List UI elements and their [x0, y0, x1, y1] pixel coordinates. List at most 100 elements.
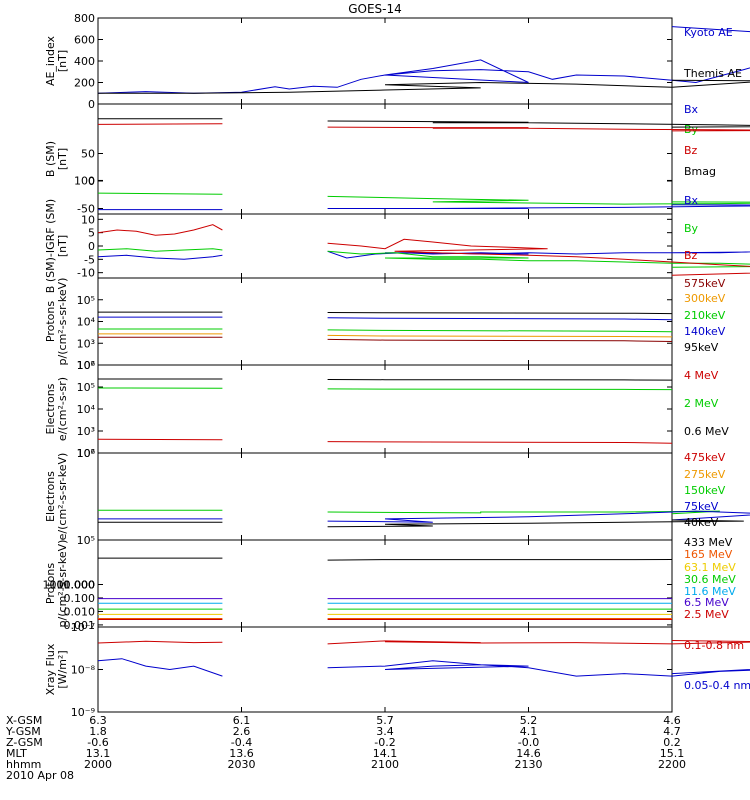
y-tick-label: -50	[77, 203, 95, 216]
ephemeris-value: 0.2	[663, 736, 681, 749]
series-line-by	[327, 195, 750, 205]
y-tick-label: -10	[77, 267, 95, 280]
y-tick-label: 800	[74, 12, 95, 25]
y-tick-label: 10.000	[57, 578, 96, 591]
panel-xray: 10⁻⁹ 10⁻⁸ 10⁻⁷ Xray Flux [W/m²] 0.1-0.8 nm 0.0…	[44, 621, 750, 719]
legend-entry: Bmag	[684, 165, 716, 178]
legend-entry: Bx	[684, 194, 699, 207]
ephemeris-label: X-GSM	[6, 714, 42, 727]
series-line-0-1-0-8-nm	[97, 640, 223, 644]
legend-entry: 30.6 MeV	[684, 573, 736, 586]
ephemeris-value: 14.1	[373, 747, 398, 760]
legend-entry: Bz	[684, 144, 698, 157]
y-tick-label: 10	[81, 213, 95, 226]
legend-entry: 433 MeV	[684, 536, 733, 549]
legend-entry: 95keV	[684, 341, 719, 354]
legend-entry: 2.5 MeV	[684, 608, 729, 621]
ephemeris-value: -0.0	[518, 736, 539, 749]
ephemeris-value: 2200	[658, 758, 686, 771]
ephemeris-value: 4.1	[520, 725, 538, 738]
ephemeris-value: 14.6	[516, 747, 541, 760]
ephemeris-label: Y-GSM	[5, 725, 41, 738]
y-axis-label: e/(cm²-s-sr-keV)	[56, 453, 69, 541]
ephemeris-value: -0.4	[231, 736, 252, 749]
y-axis-label: [W/m²]	[56, 650, 69, 688]
legend-entry: 0.1-0.8 nm	[684, 639, 744, 652]
ephemeris-label: MLT	[6, 747, 27, 760]
legend-entry: Kyoto AE	[684, 26, 733, 39]
y-axis-label: p/(cm²-s-sr-keV)	[56, 278, 69, 366]
series-line-4-mev	[97, 438, 223, 441]
series-line-bmag	[327, 120, 750, 128]
series-line-140kev	[327, 317, 673, 321]
series-line-bz	[327, 126, 750, 132]
y-axis-label: Electrons	[44, 471, 57, 522]
legend-entry: Themis AE	[683, 67, 742, 80]
legend-entry: 0.6 MeV	[684, 425, 729, 438]
y-tick-label: 1.000	[64, 578, 96, 591]
y-axis-label: p/(cm²-s-sr-keV)	[56, 540, 69, 628]
ephemeris-value: 2030	[228, 758, 256, 771]
series-line-bx	[97, 254, 223, 260]
y-axis-label: [nT]	[56, 50, 69, 72]
y-tick-label: 10²	[77, 447, 95, 460]
ephemeris-value: 1.8	[89, 725, 107, 738]
y-tick-label: 5	[88, 227, 95, 240]
y-axis-label: e/(cm²-s-sr)	[56, 377, 69, 441]
legend-entry: Bx	[684, 103, 699, 116]
series-line-by	[97, 248, 223, 252]
y-axis-label: B (SM)-IGRF (SM)	[44, 199, 57, 293]
ephemeris-value: 15.1	[660, 747, 685, 760]
y-axis-label: AE_index	[44, 35, 57, 86]
series-line-by	[327, 250, 750, 268]
series-line-bz	[327, 238, 750, 276]
y-tick-label: 100	[74, 174, 95, 187]
legend-entry: 300keV	[684, 292, 726, 305]
legend-entry: 11.6 MeV	[684, 585, 736, 598]
y-axis-label: [nT]	[56, 148, 69, 170]
y-tick-label: 10⁻⁹	[71, 706, 95, 719]
y-tick-label: 10⁴	[77, 403, 96, 416]
ephemeris-value: 2130	[515, 758, 543, 771]
y-tick-label: 10²	[77, 359, 95, 372]
series-line-575kev	[327, 338, 673, 342]
y-tick-label: 0.100	[64, 592, 96, 605]
ephemeris-value: 2000	[84, 758, 112, 771]
y-tick-label: 10⁶	[77, 447, 96, 460]
ephemeris-table: X-GSM 6.3 6.1 5.7 5.2 4.6 Y-GSM 1.8 2.6 3.4 4.1 4.7…	[5, 714, 686, 782]
series-line-4-mev	[327, 441, 673, 444]
y-tick-label: 10⁴	[77, 316, 96, 329]
series-line-0-05-0-4-nm	[327, 660, 750, 677]
y-tick-label: 1000.000	[43, 578, 96, 591]
date-label: 2010 Apr 08	[6, 769, 74, 782]
legend-entry: 0.05-0.4 nm	[684, 679, 750, 692]
legend-entry: 63.1 MeV	[684, 561, 736, 574]
panel-protons_mev: 0.0010.0100.1001.00010.000100.0001000.00…	[43, 536, 737, 632]
y-tick-label: 400	[74, 55, 95, 68]
series-line-0-05-0-4-nm	[97, 658, 223, 677]
y-tick-label: 0.010	[64, 605, 96, 618]
y-tick-label: 0	[88, 240, 95, 253]
y-tick-label: 0	[88, 175, 95, 188]
ephemeris-value: 3.4	[376, 725, 394, 738]
legend-entry: 140keV	[684, 325, 726, 338]
y-tick-label: 50	[81, 148, 95, 161]
ephemeris-value: 4.7	[663, 725, 681, 738]
panel-frame	[97, 213, 673, 279]
series-line-40kev	[327, 519, 744, 528]
legend-entry: 475keV	[684, 451, 726, 464]
y-axis-label: B (SM)	[44, 141, 57, 177]
panel-frame	[97, 277, 673, 366]
legend-entry: 275keV	[684, 468, 726, 481]
y-tick-label: 10⁻⁸	[71, 664, 96, 677]
panel-frame	[97, 17, 673, 105]
ephemeris-value: -0.6	[87, 736, 108, 749]
ephemeris-value: 13.1	[86, 747, 111, 760]
legend-entry: 75keV	[684, 500, 719, 513]
series-line-by	[97, 192, 223, 195]
panel-protons_flux: 10² 10³ 10⁴ 10⁵ Protons p/(cm²-s-sr-keV) 575ke…	[44, 277, 726, 372]
panel-electrons_mev: 10² 10³ 10⁴ 10⁵ 10⁶ Electrons e/(cm²-s-sr) 4 Me…	[44, 359, 729, 460]
legend-entry: 150keV	[684, 484, 726, 497]
series-line-bz	[97, 123, 223, 125]
